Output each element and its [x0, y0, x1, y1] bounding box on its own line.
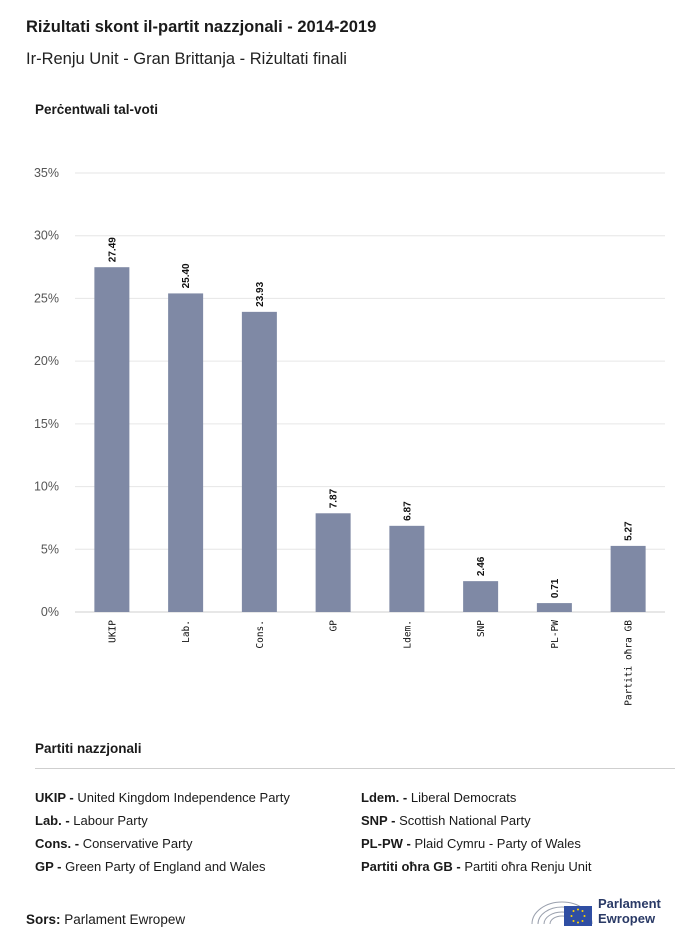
value-labels: 27.49 25.40 23.93 7.87 6.87 2.46 0.71 5.27 [107, 237, 634, 598]
y-tick-label: 15% [34, 417, 59, 431]
category-label: Cons. [255, 620, 266, 649]
data-label: 25.40 [181, 263, 192, 288]
legend-item: PL-PW - Plaid Cymru - Party of Wales [361, 836, 581, 851]
data-label: 7.87 [329, 488, 340, 508]
page-title: Riżultati skont il-partit nazzjonali - 2… [26, 18, 377, 36]
bar [241, 311, 277, 612]
bar-chart: 0% 5% 10% 15% 20% 25% 30% 35% 27.49 25.40 23.93 7.… [34, 166, 665, 706]
y-tick-label: 20% [34, 354, 59, 368]
european-parliament-logo [531, 901, 593, 926]
legend-item: UKIP - United Kingdom Independence Party [35, 790, 290, 805]
data-label: 0.71 [550, 578, 561, 598]
legend-item: Cons. - Conservative Party [35, 836, 193, 851]
category-label: PL-PW [550, 620, 561, 649]
y-tick-label: 10% [34, 480, 59, 494]
y-tick-label: 25% [34, 291, 59, 305]
data-label: 27.49 [107, 237, 118, 262]
legend-item: GP - Green Party of England and Wales [35, 859, 266, 874]
legend-column-2: Ldem. - Liberal Democrats SNP - Scottish… [361, 786, 591, 878]
bar [94, 267, 130, 612]
y-tick-label: 30% [34, 229, 59, 243]
y-axis-label: Perċentwali tal-voti [35, 102, 159, 117]
category-label: GP [329, 620, 340, 632]
bar [610, 545, 646, 612]
bar [168, 293, 204, 612]
category-label: Ldem. [402, 620, 413, 649]
data-label: 5.27 [624, 521, 635, 541]
page-subtitle: Ir-Renju Unit - Gran Brittanja - Riżulta… [26, 50, 347, 68]
category-labels: UKIP Lab. Cons. GP Ldem. SNP PL-PW Partiti oħra… [107, 620, 634, 706]
bar [536, 603, 572, 612]
legend-divider [35, 768, 675, 769]
legend-column-1: UKIP - United Kingdom Independence Party… [35, 786, 290, 878]
y-tick-label: 35% [34, 166, 59, 180]
category-label: Partiti oħra GB [624, 620, 635, 706]
y-axis-ticks: 0% 5% 10% 15% 20% 25% 30% 35% [34, 166, 59, 619]
logo-wordmark: Parlament Ewropew [598, 896, 661, 926]
data-label: 2.46 [476, 556, 487, 576]
legend-item: Partiti oħra GB - Partiti oħra Renju Uni… [361, 859, 592, 874]
category-label: Lab. [181, 620, 192, 643]
legend-item: Lab. - Labour Party [35, 813, 148, 828]
legend-title: Partiti nazzjonali [35, 741, 142, 756]
grid-lines [75, 172, 665, 613]
source-note: Sors: Parlament Ewropew [26, 912, 186, 927]
legend-item: Ldem. - Liberal Democrats [361, 790, 517, 805]
data-label: 23.93 [255, 281, 266, 306]
y-tick-label: 0% [41, 605, 59, 619]
category-label: UKIP [107, 620, 118, 643]
bars [94, 267, 646, 612]
category-label: SNP [476, 620, 487, 637]
y-tick-label: 5% [41, 542, 59, 556]
legend-item: SNP - Scottish National Party [361, 813, 531, 828]
bar [389, 525, 425, 612]
bar [463, 581, 499, 612]
data-label: 6.87 [402, 501, 413, 521]
bar [315, 513, 351, 612]
